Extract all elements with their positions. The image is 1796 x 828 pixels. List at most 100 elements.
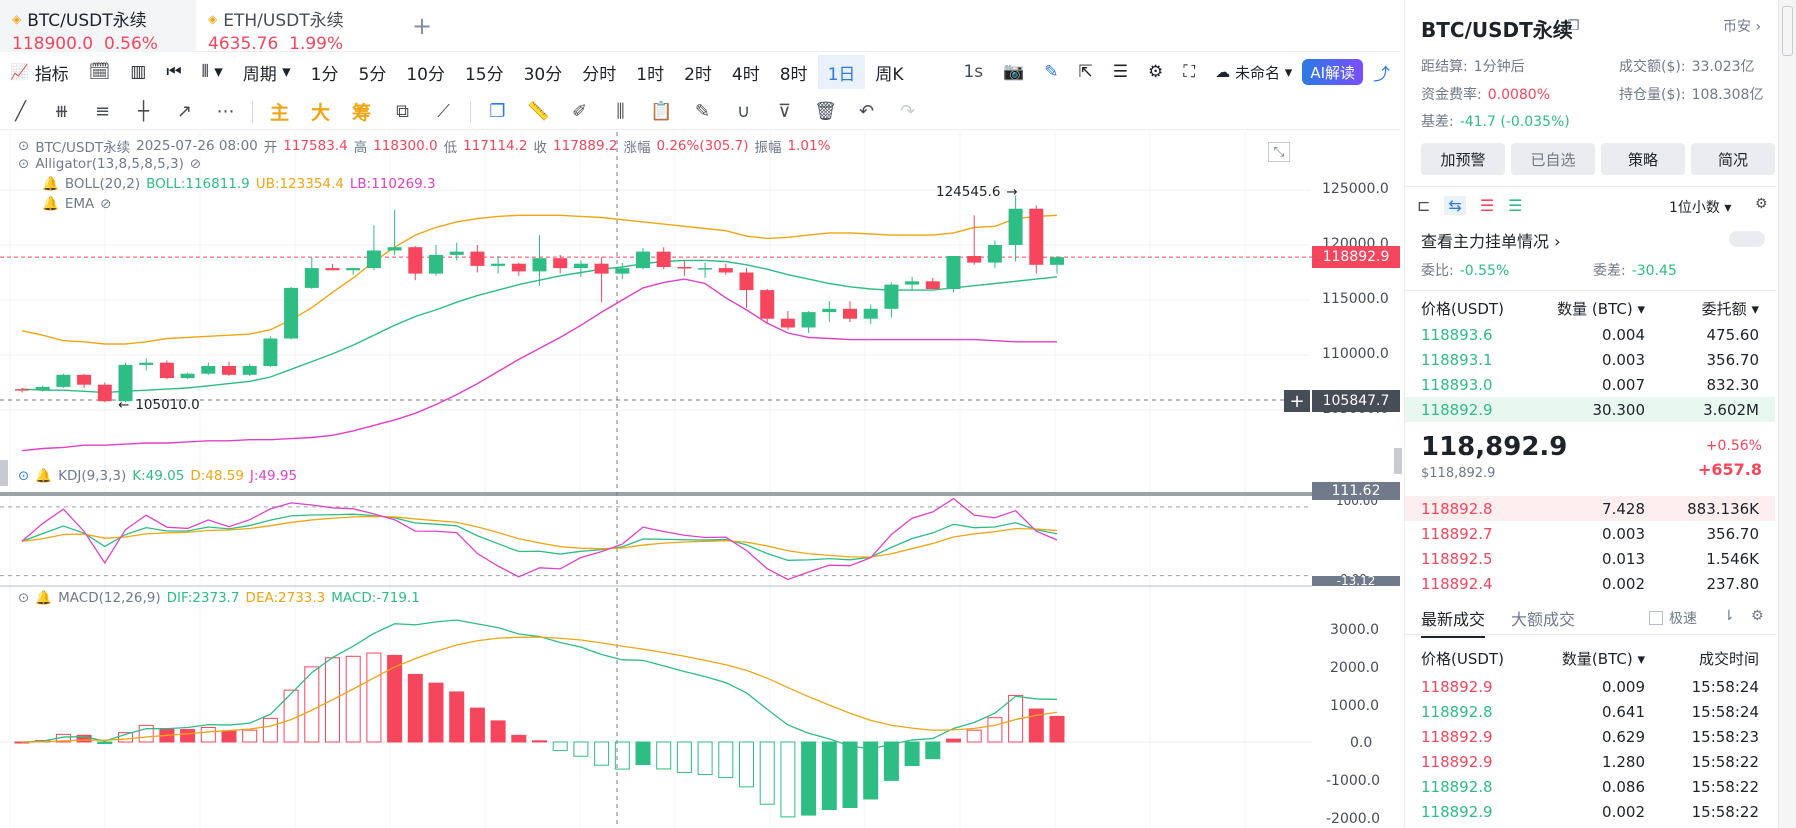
add-tab-icon[interactable]: + [412, 12, 433, 40]
fullscreen-icon[interactable]: ⛶ [1183, 62, 1196, 82]
settings-icon[interactable]: ⚙ [1751, 608, 1764, 624]
left-collapse-handle[interactable] [0, 460, 8, 486]
copy-icon[interactable]: ❐ [489, 101, 506, 122]
redo-icon[interactable]: ↷ [899, 101, 916, 122]
bell-icon[interactable]: 🔔 [35, 468, 53, 484]
interval-5m[interactable]: 5分 [358, 64, 387, 85]
bell-icon[interactable]: 🔔 [42, 196, 59, 212]
collapse-icon[interactable]: ⊙ [18, 138, 30, 154]
main-orders-link[interactable]: 查看主力挂单情况 › [1421, 232, 1561, 251]
list-icon[interactable]: ☰ [1112, 62, 1129, 82]
replay-icon[interactable]: ⏮ [166, 62, 182, 82]
main-force-button[interactable]: 主 [269, 102, 289, 124]
orderbook-row[interactable]: 118892.5 0.013 1.546K [1405, 546, 1775, 571]
candlestick-chart[interactable] [0, 132, 1400, 828]
orderbook-row[interactable]: 118892.9 30.300 3.602M [1405, 397, 1775, 422]
ai-analysis-button[interactable]: AI解读 [1302, 59, 1363, 85]
crosshair-add-icon[interactable]: + [1284, 390, 1310, 412]
bell-icon[interactable]: 🔔 [42, 176, 59, 192]
bell-icon[interactable]: 🔔 [35, 590, 53, 606]
orderbook-asks-icon[interactable]: ☰ [1479, 196, 1495, 215]
brush-icon[interactable]: ✐ [571, 101, 588, 122]
large-order-button[interactable]: 大 [310, 102, 330, 124]
precision-dropdown[interactable]: 1位小数 ▾ [1669, 200, 1732, 216]
interval-1m[interactable]: 1分 [310, 64, 339, 85]
ray-icon[interactable]: ↗ [176, 101, 193, 122]
exchange-link[interactable]: 币安 › [1723, 19, 1762, 35]
settings-icon[interactable]: ⚙ [1148, 62, 1164, 82]
orderbook-row[interactable]: 118893.0 0.007 832.30 [1405, 372, 1775, 397]
orderbook-row[interactable]: 118892.8 7.428 883.136K [1405, 496, 1775, 521]
layout-icon[interactable]: ▥ [130, 62, 147, 82]
favorite-button[interactable]: 已自选 [1511, 143, 1595, 175]
tab-btc[interactable]: ◈ BTC/USDT永续 118900.0 0.56% [0, 0, 196, 54]
calendar-icon[interactable]: 🗓 [88, 62, 111, 82]
interval-15m[interactable]: 15分 [464, 64, 504, 85]
collapse-icon[interactable]: ⊙ [18, 590, 30, 606]
indicator-button[interactable]: 📈 指标 [0, 55, 79, 89]
clipboard-icon[interactable]: 📋 [650, 101, 673, 122]
candles-icon[interactable]: ⫼ [616, 101, 625, 122]
header-qty[interactable]: 数量(BTC) ▾ [1561, 650, 1645, 668]
eye-off-icon[interactable]: ⊘ [100, 196, 112, 212]
header-amount[interactable]: 委托额 ▾ [1701, 300, 1759, 318]
collapse-scale-icon[interactable]: ⤡ [1268, 142, 1290, 162]
trendline-icon[interactable]: ╱ [15, 101, 26, 122]
more-icon[interactable]: ⋯ [216, 101, 235, 122]
channel-icon[interactable]: ≡ [94, 101, 111, 122]
orderbook-row[interactable]: 118892.7 0.003 356.70 [1405, 521, 1775, 546]
measure-icon[interactable]: 📏 [527, 101, 550, 122]
interval-1h[interactable]: 1时 [636, 64, 665, 85]
tab-latest-trades[interactable]: 最新成交 [1421, 606, 1486, 638]
interval-1w[interactable]: 周K [875, 64, 904, 85]
interval-10m[interactable]: 10分 [406, 64, 445, 85]
undo-icon[interactable]: ↶ [858, 101, 875, 122]
fast-mode-checkbox[interactable]: 极速 [1649, 608, 1697, 628]
ruler-icon[interactable]: ⟋ [437, 101, 450, 122]
add-alert-button[interactable]: 加预警 [1421, 143, 1505, 175]
eye-off-icon[interactable]: ⊘ [189, 156, 202, 172]
tab-large-trades[interactable]: 大额成交 [1511, 610, 1576, 629]
share-icon[interactable]: ⤴ [1373, 64, 1390, 85]
interval-8h[interactable]: 8时 [779, 64, 808, 85]
interval-2h[interactable]: 2时 [684, 64, 712, 85]
period-dropdown[interactable]: 周期 ▾ [233, 55, 301, 89]
orderbook-split-icon[interactable]: ⇆ [1444, 196, 1466, 215]
compare-icon[interactable]: ⧉ [396, 101, 409, 122]
export-icon[interactable]: ⇱ [1078, 62, 1093, 82]
pane-divider[interactable] [0, 492, 1312, 496]
trash-icon[interactable]: 🗑 [814, 101, 837, 122]
chip-button[interactable]: 筹 [351, 102, 371, 124]
settings-icon[interactable]: ⚙ [1755, 196, 1768, 212]
parallel-lines-icon[interactable]: ⧻ [53, 101, 70, 122]
collapse-icon[interactable]: ⊙ [18, 468, 30, 484]
interval-timeline[interactable]: 分时 [582, 64, 617, 85]
filter-icon[interactable]: ⊽ [777, 101, 792, 122]
orderbook-both-icon[interactable]: ⊏ [1417, 196, 1431, 215]
strategy-button[interactable]: 策略 [1601, 143, 1685, 175]
scroll-thumb[interactable] [1782, 6, 1793, 56]
sort-icon[interactable]: ⇂ [1723, 608, 1735, 624]
orderbook-bids-icon[interactable]: ☰ [1508, 196, 1523, 215]
horizontal-line-icon[interactable]: ┼ [138, 101, 149, 122]
layout-name-dropdown[interactable]: ☁ 未命名 ▾ [1215, 63, 1293, 82]
pencil-icon[interactable]: ✎ [1044, 62, 1059, 82]
speed-button[interactable]: 1s [963, 62, 984, 82]
copy-icon[interactable]: ❐ [1567, 18, 1580, 34]
right-collapse-handle[interactable] [1394, 448, 1402, 474]
orderbook-row[interactable]: 118893.1 0.003 356.70 [1405, 347, 1775, 372]
interval-1d[interactable]: 1日 [817, 55, 866, 89]
overview-button[interactable]: 简况 [1691, 143, 1775, 175]
header-qty[interactable]: 数量 (BTC) ▾ [1557, 300, 1645, 318]
scrollbar[interactable] [1778, 0, 1796, 828]
interval-30m[interactable]: 30分 [523, 64, 563, 85]
chart-area[interactable]: ⊙ BTC/USDT永续 2025-07-26 08:00 开 117583.4 … [0, 132, 1402, 828]
magnet-icon[interactable]: ∪ [736, 101, 751, 122]
orderbook-row[interactable]: 118892.4 0.002 237.80 [1405, 571, 1775, 596]
tab-eth[interactable]: ◈ ETH/USDT永续 4635.76 1.99% [196, 0, 396, 54]
orderbook-row[interactable]: 118893.6 0.004 475.60 [1405, 322, 1775, 347]
main-orders-toggle[interactable] [1729, 231, 1765, 247]
note-icon[interactable]: ✎ [694, 101, 711, 122]
interval-4h[interactable]: 4时 [731, 64, 760, 85]
collapse-icon[interactable]: ⊙ [18, 156, 30, 172]
